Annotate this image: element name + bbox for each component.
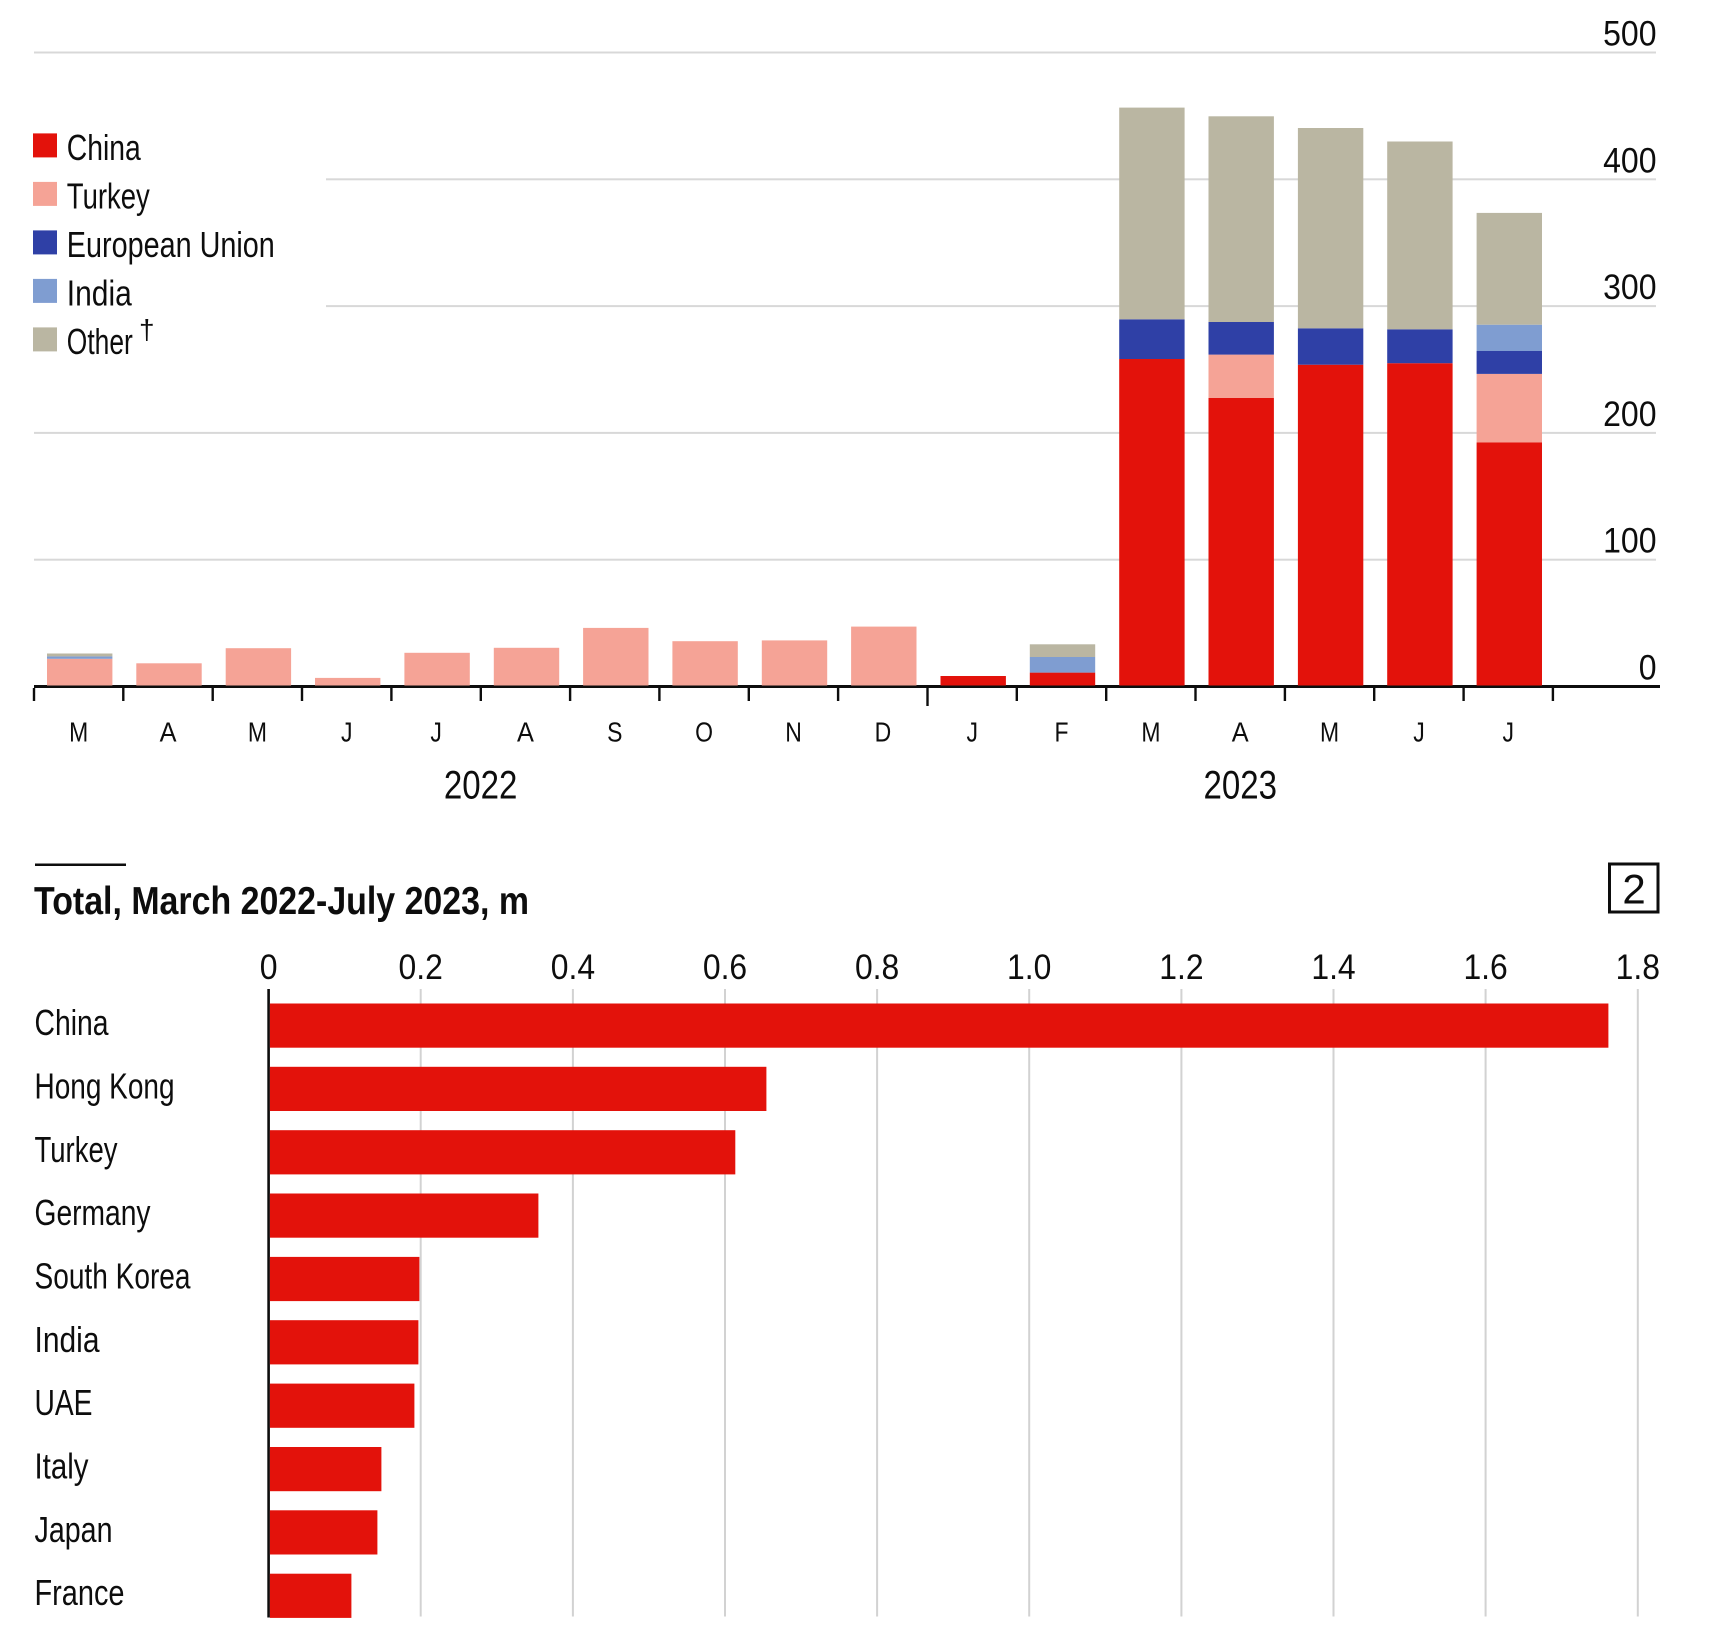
- svg-text:Italy: Italy: [35, 1446, 89, 1487]
- svg-text:Turkey: Turkey: [67, 176, 150, 217]
- svg-text:Other: Other: [67, 321, 133, 362]
- svg-text:300: 300: [1603, 268, 1656, 307]
- svg-text:1.2: 1.2: [1159, 948, 1203, 987]
- svg-text:India: India: [35, 1319, 101, 1360]
- svg-text:1.4: 1.4: [1311, 948, 1355, 987]
- svg-text:F: F: [1055, 717, 1069, 748]
- svg-text:0.8: 0.8: [855, 948, 899, 987]
- svg-text:2: 2: [1622, 866, 1645, 913]
- svg-text:J: J: [966, 717, 978, 748]
- svg-text:0: 0: [1639, 649, 1657, 688]
- svg-text:UAE: UAE: [35, 1382, 93, 1423]
- svg-text:M: M: [69, 717, 88, 748]
- svg-text:500: 500: [1603, 15, 1656, 54]
- svg-text:M: M: [248, 717, 267, 748]
- svg-text:Japan: Japan: [35, 1509, 113, 1550]
- svg-text:A: A: [1232, 717, 1249, 748]
- svg-text:200: 200: [1603, 395, 1656, 434]
- svg-text:1.6: 1.6: [1463, 948, 1507, 987]
- svg-text:2023: 2023: [1204, 764, 1278, 808]
- svg-text:South Korea: South Korea: [35, 1256, 192, 1297]
- svg-text:Turkey: Turkey: [35, 1129, 118, 1170]
- svg-text:A: A: [517, 717, 534, 748]
- svg-text:0.4: 0.4: [551, 948, 595, 987]
- svg-text:J: J: [1503, 717, 1515, 748]
- svg-text:N: N: [785, 717, 802, 748]
- svg-text:S: S: [607, 717, 622, 748]
- svg-text:2022: 2022: [444, 764, 518, 808]
- svg-text:0.6: 0.6: [703, 948, 747, 987]
- svg-text:European Union: European Union: [67, 224, 275, 265]
- svg-text:J: J: [1413, 717, 1425, 748]
- svg-text:1.8: 1.8: [1616, 948, 1660, 987]
- svg-text:France: France: [35, 1572, 125, 1613]
- svg-text:M: M: [1141, 717, 1160, 748]
- svg-text:Germany: Germany: [35, 1192, 151, 1233]
- svg-text:Total, March 2022-July 2023, m: Total, March 2022-July 2023, m: [34, 880, 529, 923]
- svg-text:O: O: [695, 717, 713, 748]
- svg-text:400: 400: [1603, 141, 1656, 180]
- svg-text:0: 0: [260, 948, 278, 987]
- svg-text:100: 100: [1603, 522, 1656, 561]
- svg-text:A: A: [160, 717, 177, 748]
- svg-text:M: M: [1320, 717, 1339, 748]
- svg-text:China: China: [67, 127, 142, 168]
- svg-text:J: J: [341, 717, 353, 748]
- svg-text:Hong Kong: Hong Kong: [35, 1065, 175, 1106]
- svg-text:0.2: 0.2: [399, 948, 443, 987]
- svg-text:†: †: [139, 314, 155, 345]
- svg-text:India: India: [67, 273, 133, 314]
- svg-text:China: China: [35, 1002, 110, 1043]
- svg-text:J: J: [430, 717, 442, 748]
- svg-text:D: D: [875, 717, 892, 748]
- svg-text:1.0: 1.0: [1007, 948, 1051, 987]
